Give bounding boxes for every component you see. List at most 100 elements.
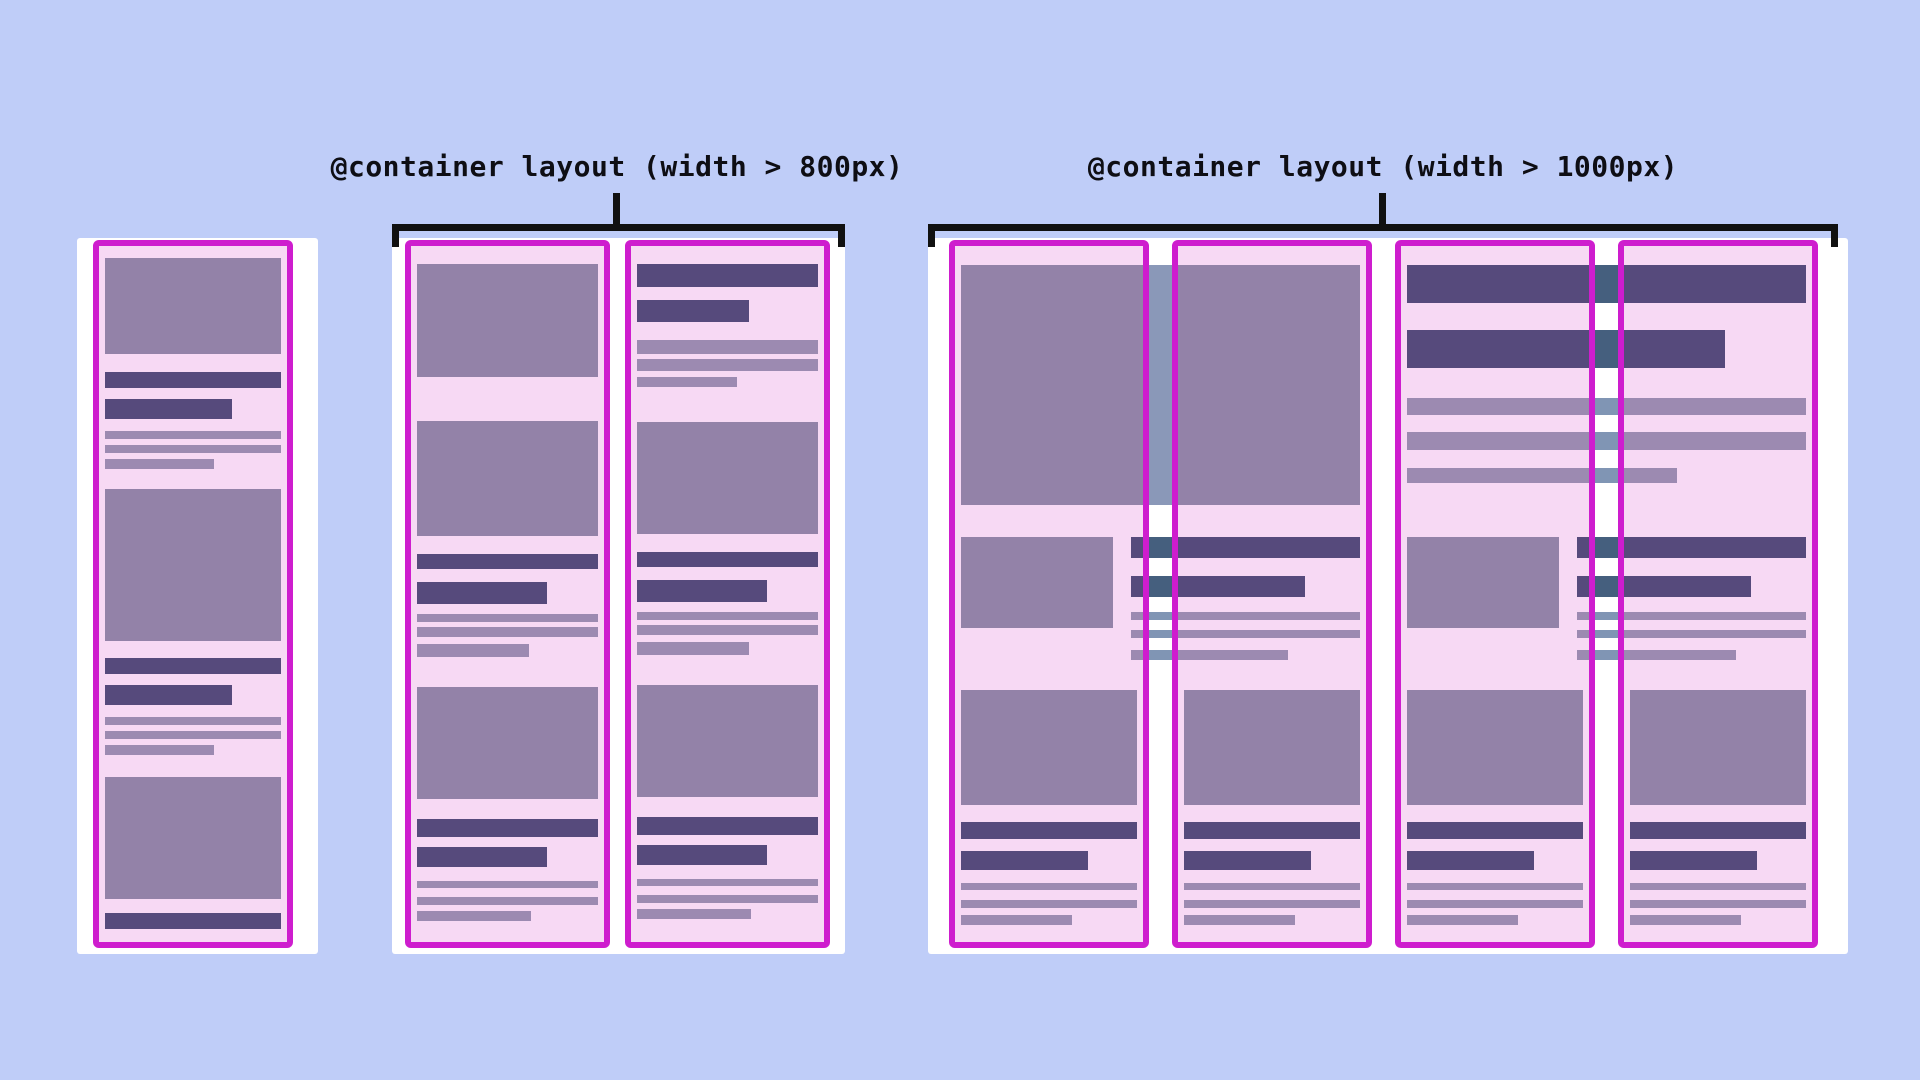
- bracket-end-tick: [392, 224, 399, 247]
- title-bar-placeholder: [1178, 576, 1305, 597]
- gap-overlay-segment: [1143, 537, 1178, 558]
- text-line-placeholder: [637, 909, 751, 919]
- text-line-placeholder: [105, 717, 281, 725]
- image-placeholder: [1407, 690, 1583, 805]
- title-bar-placeholder: [105, 913, 281, 929]
- title-bar-placeholder: [105, 685, 232, 705]
- text-line-placeholder: [1577, 630, 1589, 638]
- text-line-placeholder: [1624, 468, 1677, 483]
- title-bar-placeholder: [417, 554, 598, 569]
- text-line-placeholder: [637, 612, 818, 620]
- image-placeholder: [105, 777, 281, 899]
- text-line-placeholder: [637, 895, 818, 903]
- title-bar-placeholder: [1624, 265, 1806, 303]
- title-bar-placeholder: [961, 822, 1137, 839]
- text-line-placeholder: [105, 431, 281, 439]
- title-bar-placeholder: [1184, 822, 1360, 839]
- card-outline-two-col-card-1: [405, 240, 610, 948]
- gap-overlay-segment: [1589, 650, 1624, 660]
- gap-overlay-segment: [1143, 630, 1178, 638]
- text-line-placeholder: [105, 459, 214, 469]
- text-line-placeholder: [1178, 630, 1360, 638]
- image-placeholder: [417, 687, 598, 799]
- text-line-placeholder: [105, 731, 281, 739]
- container-label-800px: @container layout (width > 800px): [330, 150, 904, 183]
- title-bar-placeholder: [1624, 330, 1725, 368]
- title-bar-placeholder: [417, 819, 598, 837]
- text-line-placeholder: [637, 879, 818, 886]
- image-placeholder: [1407, 537, 1559, 628]
- title-bar-placeholder: [637, 845, 767, 865]
- title-bar-placeholder: [637, 300, 749, 322]
- text-line-placeholder: [1624, 650, 1736, 660]
- title-bar-placeholder: [1577, 576, 1589, 597]
- image-placeholder: [1630, 690, 1806, 805]
- text-line-placeholder: [105, 745, 214, 755]
- title-bar-placeholder: [1131, 576, 1143, 597]
- text-line-placeholder: [1577, 612, 1589, 620]
- text-line-placeholder: [1577, 650, 1589, 660]
- text-line-placeholder: [1184, 883, 1360, 890]
- title-bar-placeholder: [961, 851, 1088, 870]
- gap-overlay-segment: [1143, 612, 1178, 620]
- title-bar-placeholder: [1624, 576, 1751, 597]
- text-line-placeholder: [417, 911, 531, 921]
- text-line-placeholder: [1624, 612, 1806, 620]
- title-bar-placeholder: [105, 372, 281, 388]
- title-bar-placeholder: [637, 552, 818, 567]
- card-outline-four-col-card-2: [1172, 240, 1372, 948]
- text-line-placeholder: [105, 445, 281, 453]
- gap-overlay-segment: [1589, 612, 1624, 620]
- text-line-placeholder: [1131, 650, 1143, 660]
- text-line-placeholder: [961, 883, 1137, 890]
- title-bar-placeholder: [637, 580, 767, 602]
- gap-overlay-segment: [1143, 650, 1178, 660]
- title-bar-placeholder: [1630, 851, 1757, 870]
- text-line-placeholder: [417, 614, 598, 622]
- image-placeholder: [1178, 265, 1360, 505]
- title-bar-placeholder: [1630, 822, 1806, 839]
- text-line-placeholder: [417, 881, 598, 888]
- title-bar-placeholder: [1407, 265, 1589, 303]
- text-line-placeholder: [1624, 630, 1806, 638]
- text-line-placeholder: [637, 359, 818, 371]
- text-line-placeholder: [1630, 900, 1806, 908]
- title-bar-placeholder: [1407, 822, 1583, 839]
- title-bar-placeholder: [1131, 537, 1143, 558]
- image-placeholder: [105, 258, 281, 354]
- bracket-center-tick: [1379, 193, 1386, 224]
- bracket-line: [928, 224, 1838, 231]
- image-placeholder: [961, 537, 1113, 628]
- text-line-placeholder: [637, 340, 818, 354]
- text-line-placeholder: [1178, 612, 1360, 620]
- card-outline-two-col-card-2: [625, 240, 830, 948]
- title-bar-placeholder: [417, 582, 547, 604]
- gap-overlay-segment: [1143, 576, 1178, 597]
- title-bar-placeholder: [1624, 537, 1806, 558]
- text-line-placeholder: [637, 642, 749, 655]
- text-line-placeholder: [961, 900, 1137, 908]
- text-line-placeholder: [1630, 915, 1741, 925]
- title-bar-placeholder: [1577, 537, 1589, 558]
- text-line-placeholder: [1624, 398, 1806, 415]
- gap-overlay-segment: [1589, 630, 1624, 638]
- image-placeholder: [961, 265, 1143, 505]
- text-line-placeholder: [1407, 900, 1583, 908]
- bracket-end-tick: [1831, 224, 1838, 247]
- image-placeholder: [637, 422, 818, 534]
- card-outline-single-col-card: [93, 240, 293, 948]
- title-bar-placeholder: [1184, 851, 1311, 870]
- text-line-placeholder: [1407, 432, 1589, 450]
- text-line-placeholder: [637, 625, 818, 635]
- text-line-placeholder: [1407, 468, 1589, 483]
- text-line-placeholder: [1407, 883, 1583, 890]
- text-line-placeholder: [1630, 883, 1806, 890]
- text-line-placeholder: [1131, 630, 1143, 638]
- image-placeholder: [961, 690, 1137, 805]
- title-bar-placeholder: [105, 658, 281, 674]
- text-line-placeholder: [1178, 650, 1288, 660]
- text-line-placeholder: [1407, 398, 1589, 415]
- text-line-placeholder: [961, 915, 1072, 925]
- title-bar-placeholder: [1407, 330, 1589, 368]
